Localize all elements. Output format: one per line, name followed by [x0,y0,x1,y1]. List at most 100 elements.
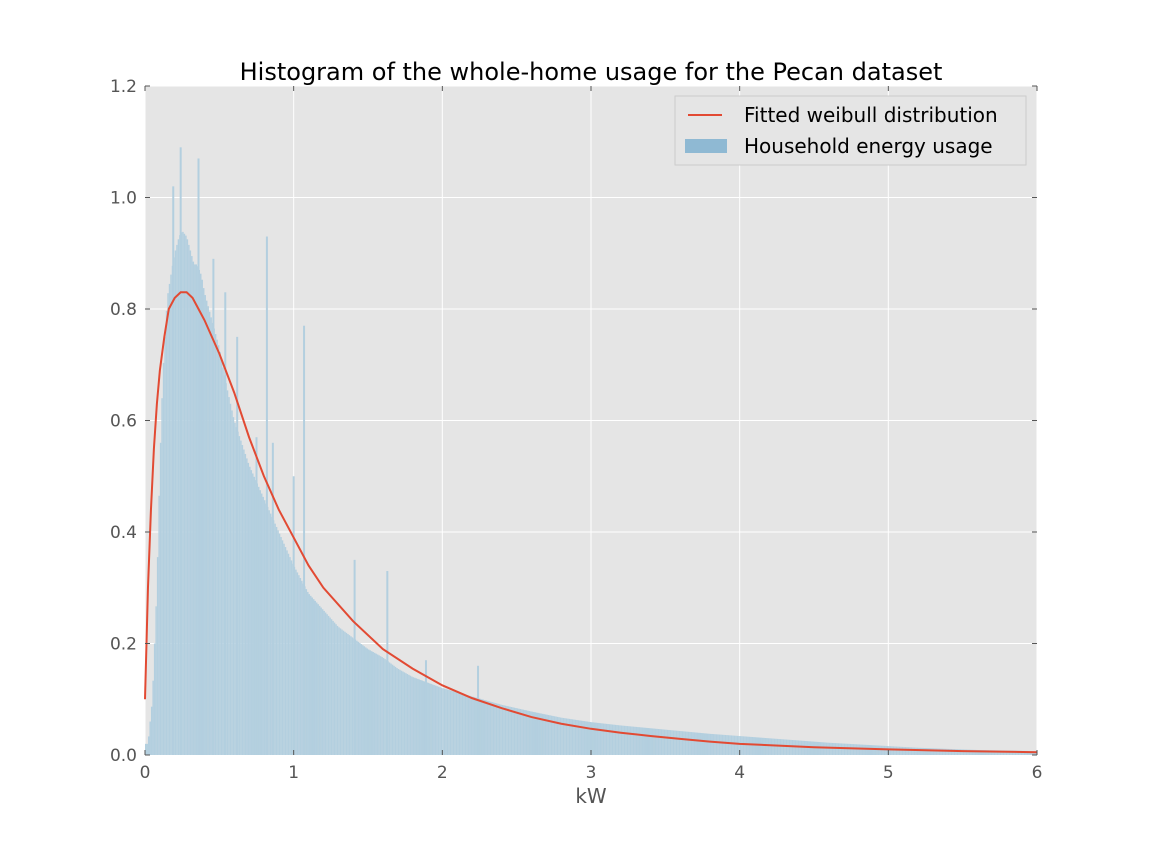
histogram-bar [926,748,929,755]
histogram-spike [477,665,480,755]
histogram-bar [837,743,840,755]
histogram-bar [467,695,470,755]
histogram-bar [921,747,923,755]
histogram-bar [286,550,288,755]
histogram-bar [934,748,936,755]
histogram-bar [619,725,621,755]
legend: Fitted weibull distribution Household en… [674,95,1027,166]
histogram-bar [629,726,632,755]
histogram-bar [451,690,453,755]
histogram-bar [891,746,893,755]
histogram-bar [515,708,517,755]
histogram-spike [179,147,182,755]
histogram-bar [500,704,502,755]
histogram-bar [219,351,221,755]
histogram-bar [330,619,333,755]
histogram-bar [815,741,817,755]
histogram-bar [640,727,642,755]
histogram-bar [534,712,536,755]
histogram-bar [956,749,959,755]
histogram-bar [443,688,446,755]
histogram-bar [186,239,189,755]
histogram-bar [543,714,545,755]
histogram-bar [739,736,742,755]
histogram-bar [961,749,963,755]
histogram-bar [472,696,474,755]
histogram-bar [226,390,229,755]
histogram-bar [968,749,971,755]
histogram-bar [588,721,590,755]
histogram-bar [950,749,953,755]
histogram-bar [579,720,581,755]
histogram-bar [559,717,562,755]
histogram-bar [561,717,563,755]
histogram-bar [654,728,657,755]
histogram-bar [842,743,844,755]
histogram-bar [761,737,764,755]
histogram-bar [205,300,208,755]
histogram-bar [469,695,471,755]
histogram-bar [715,734,718,755]
histogram-bar [547,715,550,755]
histogram-bar [772,738,774,755]
histogram-bar [402,671,404,755]
histogram-bar [805,741,807,755]
histogram-bar [161,398,163,755]
histogram-bar [452,691,455,755]
x-tick-label: 4 [734,763,745,783]
histogram-bar [397,669,400,755]
fitted-weibull-line [144,291,1038,754]
histogram-bar [904,747,907,755]
histogram-bar [925,748,927,755]
x-tick-label: 0 [140,763,151,783]
histogram-bar [764,737,767,755]
histogram-bar [479,698,481,755]
histogram-bar [928,748,930,755]
y-tick-label: 0.2 [110,635,137,655]
histogram-bar [742,736,745,755]
histogram-bar [696,732,699,755]
histogram-bar [879,745,881,755]
histogram-bar [754,737,757,755]
histogram-bar [461,693,464,755]
histogram-bar [333,622,336,755]
histogram-bar [830,742,832,755]
histogram-bar [436,686,438,755]
histogram-bar [662,729,664,755]
histogram-bar [695,732,697,755]
histogram-bar [460,693,462,755]
histogram-bar [564,718,566,755]
histogram-bar [475,697,477,755]
histogram-bar [799,740,801,755]
histogram-bar [232,417,235,755]
histogram-bar [329,617,331,755]
histogram-bar [647,728,649,755]
histogram-bar [701,733,703,755]
histogram-bar [317,604,319,755]
histogram-bar [351,637,354,755]
histogram-bar [1005,750,1008,755]
histogram-bar [955,749,957,755]
histogram-bar [723,734,725,755]
histogram-bar [388,662,391,755]
histogram-bar [433,685,435,755]
histogram-bar [797,740,800,755]
histogram-bar [967,749,969,755]
histogram-bar [378,655,380,755]
histogram-bar [210,317,212,755]
histogram-bar [454,691,456,755]
histogram-bar [876,745,878,755]
histogram-bar [231,410,233,755]
histogram-bar [672,730,675,755]
histogram-bar [919,747,922,755]
histogram-bar [741,736,743,755]
histogram-bar [773,738,776,755]
histogram-bar [628,726,630,755]
histogram-bar [188,244,190,755]
histogram-bar [622,725,624,755]
histogram-bar [220,359,223,755]
histogram-bar [824,742,826,755]
y-tick-label: 0.0 [110,746,137,766]
histogram-bar [687,731,690,755]
histogram-bar [758,737,761,755]
